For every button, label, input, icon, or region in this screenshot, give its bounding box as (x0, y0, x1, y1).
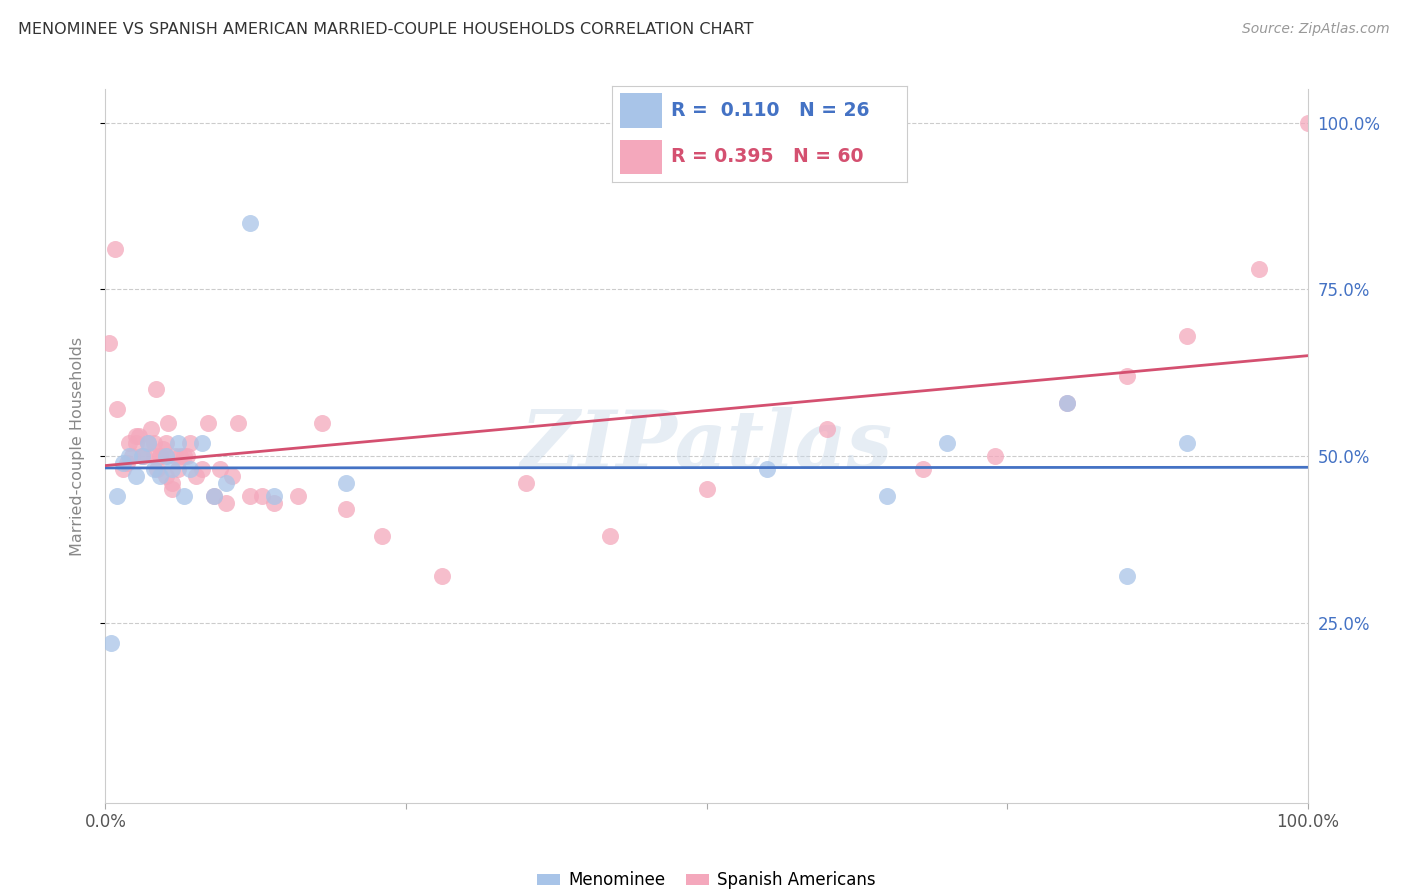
Point (173, 489, 195, 503)
Point (1056, 395, 1078, 409)
Point (155, 435, 177, 450)
Point (599, 529, 621, 543)
Point (250, 489, 273, 503)
Point (152, 442, 174, 457)
Point (118, 449, 141, 463)
Point (112, 462, 135, 476)
Point (142, 435, 165, 450)
Point (121, 449, 143, 463)
Y-axis label: Married-couple Households: Married-couple Households (70, 336, 84, 556)
Point (911, 462, 934, 476)
Point (115, 456, 138, 470)
Point (131, 449, 153, 463)
Point (214, 475, 236, 490)
Point (148, 469, 170, 483)
Point (148, 449, 170, 463)
Text: R =  0.110   N = 26: R = 0.110 N = 26 (671, 101, 869, 120)
Point (124, 429, 146, 443)
Point (1175, 435, 1198, 450)
Point (98, 335, 121, 350)
Point (160, 483, 183, 497)
Point (124, 435, 146, 450)
Point (156, 416, 179, 430)
Point (136, 435, 159, 450)
Point (202, 489, 225, 503)
Point (696, 483, 718, 497)
Point (287, 489, 309, 503)
Point (1056, 395, 1078, 409)
Point (876, 489, 898, 503)
Point (263, 496, 285, 510)
Point (190, 435, 212, 450)
Point (335, 475, 357, 490)
Point (142, 449, 165, 463)
Point (936, 435, 959, 450)
Point (515, 475, 537, 490)
Point (155, 449, 177, 463)
Point (142, 462, 165, 476)
Text: Source: ZipAtlas.com: Source: ZipAtlas.com (1241, 22, 1389, 37)
Point (100, 636, 122, 650)
Point (221, 469, 243, 483)
Point (371, 529, 394, 543)
Bar (620, 94, 662, 128)
Point (104, 242, 127, 256)
Point (1249, 262, 1271, 277)
Point (176, 449, 198, 463)
Point (166, 435, 188, 450)
Point (107, 489, 129, 503)
Text: MENOMINEE VS SPANISH AMERICAN MARRIED-COUPLE HOUSEHOLDS CORRELATION CHART: MENOMINEE VS SPANISH AMERICAN MARRIED-CO… (18, 22, 754, 37)
Point (166, 462, 188, 476)
Point (155, 469, 177, 483)
Point (239, 489, 262, 503)
Point (160, 475, 183, 490)
Point (148, 449, 170, 463)
Point (165, 449, 187, 463)
Point (160, 462, 183, 476)
Point (139, 422, 162, 436)
Point (146, 462, 169, 476)
Point (208, 462, 231, 476)
Point (179, 462, 201, 476)
Point (755, 462, 778, 476)
Point (112, 456, 135, 470)
Point (226, 416, 249, 430)
Point (1175, 329, 1198, 343)
Point (128, 429, 150, 443)
Point (984, 449, 1007, 463)
Point (155, 449, 177, 463)
Point (214, 496, 236, 510)
Point (335, 502, 357, 516)
Legend: Menominee, Spanish Americans: Menominee, Spanish Americans (530, 864, 883, 892)
Point (190, 462, 212, 476)
Bar (620, 139, 662, 174)
Point (311, 416, 333, 430)
Point (263, 489, 285, 503)
Point (197, 416, 219, 430)
Point (145, 382, 167, 396)
Point (124, 469, 146, 483)
Point (184, 469, 207, 483)
Point (1116, 569, 1139, 583)
Point (179, 435, 201, 450)
Point (239, 216, 262, 230)
Text: ZIPatlas: ZIPatlas (520, 408, 893, 484)
Point (202, 489, 225, 503)
Text: R = 0.395   N = 60: R = 0.395 N = 60 (671, 147, 863, 167)
Point (107, 402, 129, 417)
Point (131, 449, 153, 463)
Point (173, 449, 195, 463)
Point (430, 569, 453, 583)
Point (169, 449, 191, 463)
Point (118, 435, 141, 450)
Point (1116, 368, 1139, 383)
Point (1296, 115, 1319, 129)
Point (815, 422, 838, 436)
Point (132, 449, 155, 463)
Point (136, 435, 159, 450)
